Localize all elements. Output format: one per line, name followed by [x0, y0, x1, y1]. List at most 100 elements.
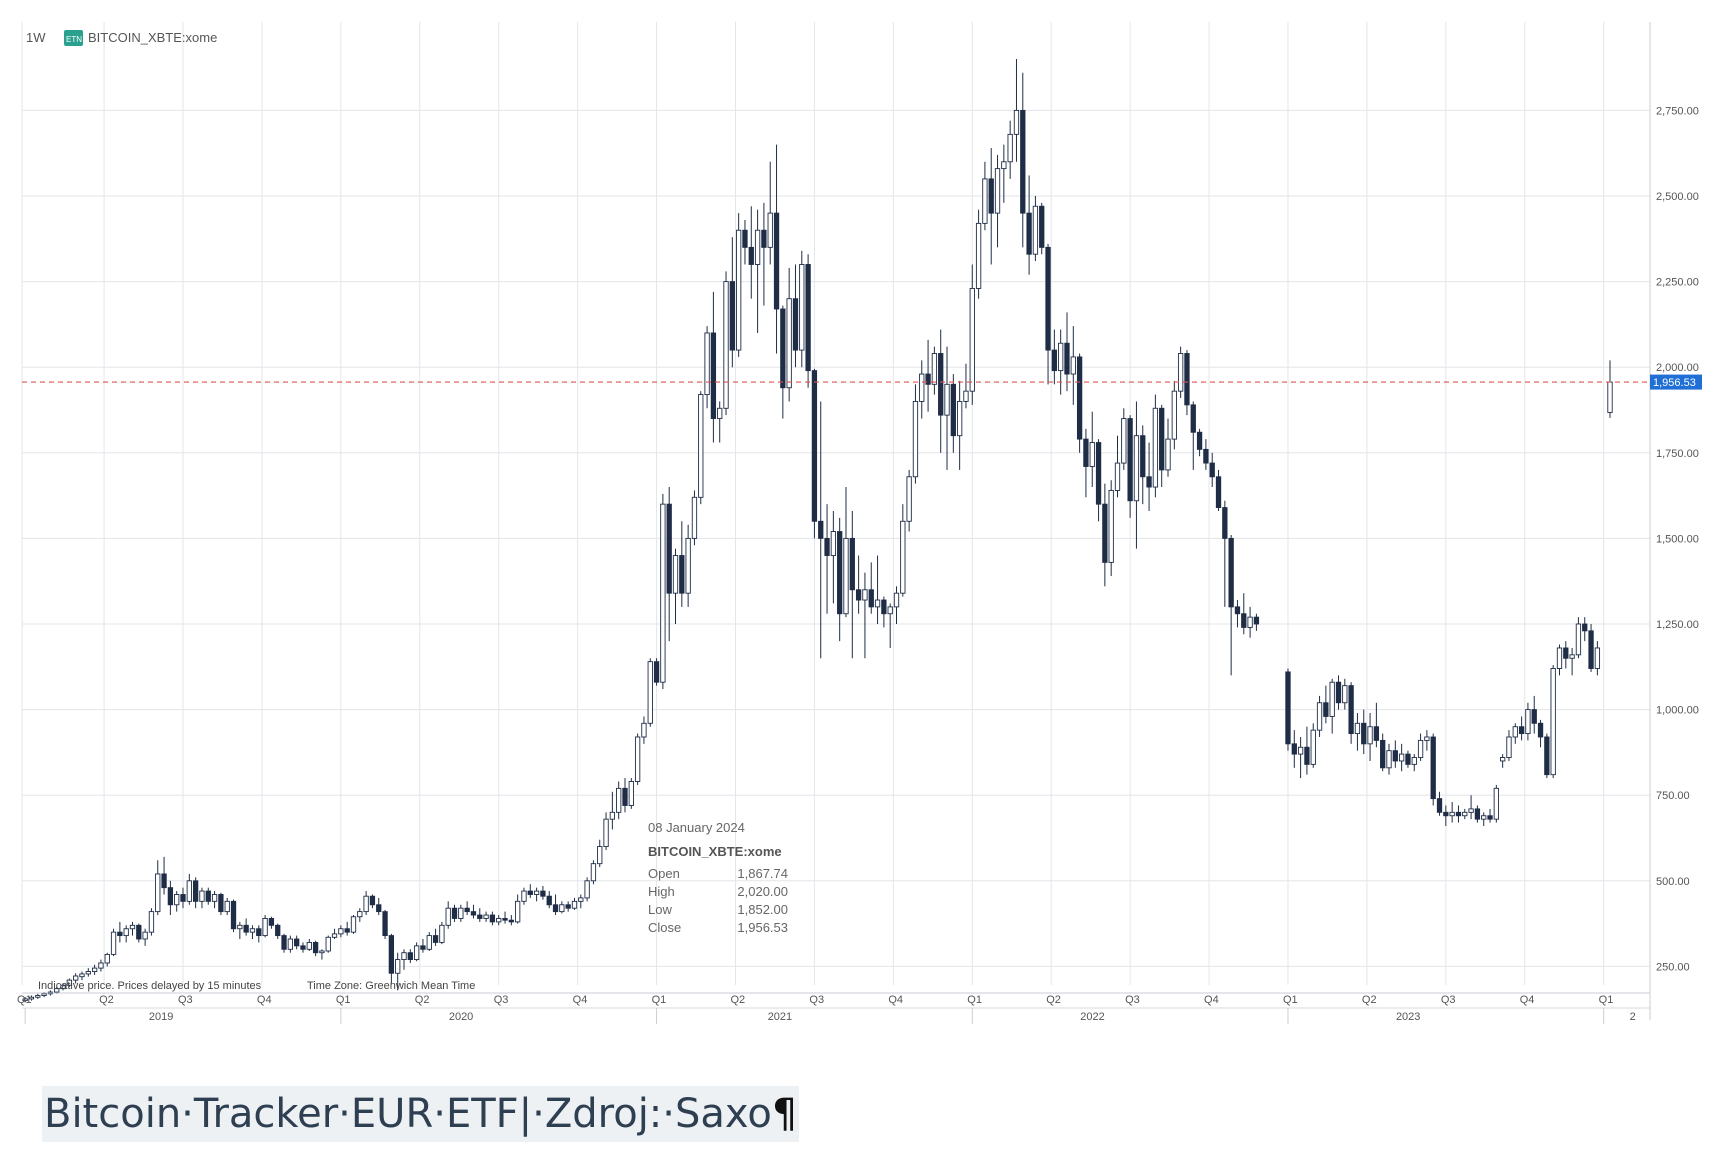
candle[interactable] [578, 894, 584, 909]
candle[interactable] [357, 908, 363, 922]
candle[interactable] [1140, 425, 1146, 505]
candle[interactable] [199, 887, 205, 909]
candle[interactable] [1133, 401, 1140, 549]
candle[interactable] [1563, 641, 1569, 669]
candle[interactable] [729, 237, 735, 368]
candle[interactable] [1436, 791, 1443, 816]
candle[interactable] [148, 908, 155, 936]
candle[interactable] [546, 891, 552, 909]
candle[interactable] [1449, 802, 1455, 823]
candle[interactable] [912, 384, 919, 484]
candle[interactable] [515, 894, 521, 924]
candle[interactable] [123, 925, 129, 943]
candle[interactable] [1241, 593, 1247, 635]
candle[interactable] [205, 887, 211, 905]
candle[interactable] [1588, 624, 1594, 672]
candle[interactable] [931, 346, 938, 395]
candle[interactable] [938, 329, 944, 453]
candle[interactable] [420, 939, 426, 953]
candle[interactable] [1380, 733, 1386, 772]
candle[interactable] [874, 555, 881, 624]
candle[interactable] [1582, 617, 1588, 642]
candle[interactable] [1537, 719, 1544, 748]
candle[interactable] [1045, 243, 1051, 385]
candle[interactable] [1474, 805, 1481, 823]
candle[interactable] [73, 973, 79, 984]
candle[interactable] [287, 935, 293, 953]
candle[interactable] [1247, 606, 1253, 638]
candle[interactable] [1506, 730, 1512, 761]
candle[interactable] [792, 264, 799, 368]
candle[interactable] [224, 897, 230, 916]
candle[interactable] [1070, 326, 1076, 405]
candle[interactable] [230, 899, 237, 933]
candle[interactable] [249, 925, 256, 940]
candle[interactable] [748, 206, 754, 299]
candle[interactable] [1417, 733, 1424, 761]
candle[interactable] [1121, 408, 1127, 470]
candle[interactable] [129, 921, 136, 936]
candle[interactable] [647, 658, 653, 727]
candle[interactable] [824, 504, 830, 614]
candle[interactable] [1398, 743, 1405, 772]
candle[interactable] [1316, 695, 1323, 737]
candle[interactable] [609, 791, 616, 830]
candle[interactable] [35, 993, 41, 999]
candle[interactable] [331, 928, 338, 940]
candle[interactable] [660, 493, 666, 690]
candle[interactable] [1354, 713, 1361, 751]
candle[interactable] [1234, 600, 1241, 628]
candle[interactable] [1493, 784, 1499, 823]
candle[interactable] [1544, 733, 1550, 779]
candle[interactable] [666, 487, 672, 642]
candle[interactable] [597, 839, 603, 868]
candle[interactable] [761, 202, 767, 306]
candle[interactable] [312, 940, 319, 957]
candle[interactable] [294, 935, 300, 950]
candle[interactable] [1089, 411, 1095, 488]
candle[interactable] [85, 968, 91, 977]
candle[interactable] [401, 949, 407, 970]
candle[interactable] [881, 596, 887, 628]
candle[interactable] [1285, 668, 1291, 751]
candle[interactable] [717, 401, 723, 443]
candle[interactable] [1026, 175, 1032, 275]
candle[interactable] [628, 778, 634, 809]
candle[interactable] [527, 884, 533, 898]
candle[interactable] [1159, 404, 1165, 488]
candle[interactable] [742, 219, 748, 265]
candle[interactable] [1569, 647, 1575, 676]
candle[interactable] [685, 524, 691, 607]
candle[interactable] [969, 264, 975, 405]
candle[interactable] [117, 921, 123, 943]
candle[interactable] [1114, 435, 1121, 498]
candle-current-week[interactable] [1607, 360, 1613, 418]
candle[interactable] [142, 928, 148, 946]
candle[interactable] [1430, 733, 1436, 806]
candle[interactable] [906, 469, 912, 532]
candle[interactable] [698, 391, 704, 505]
candle[interactable] [919, 360, 925, 419]
candle[interactable] [458, 904, 464, 922]
candle[interactable] [653, 658, 660, 686]
candle[interactable] [180, 887, 186, 909]
candle[interactable] [281, 933, 287, 953]
candle[interactable] [988, 148, 994, 265]
candle[interactable] [155, 860, 161, 916]
candle[interactable] [256, 925, 262, 943]
candle[interactable] [1462, 808, 1468, 820]
candle[interactable] [818, 401, 824, 659]
candle[interactable] [1095, 439, 1102, 522]
candle[interactable] [552, 894, 559, 916]
candle[interactable] [275, 923, 281, 940]
interval-label[interactable]: 1W [26, 30, 46, 45]
candle[interactable] [192, 877, 199, 909]
candlestick-chart[interactable]: 250.00 500.00 750.00 1,000.00 1,250.00 1,500.… [0, 0, 1712, 1080]
candle[interactable] [1443, 805, 1449, 827]
candle[interactable] [1076, 353, 1083, 453]
candle[interactable] [1152, 394, 1159, 498]
candle[interactable] [1342, 678, 1348, 710]
candle[interactable] [950, 374, 956, 453]
candle[interactable] [1051, 329, 1058, 385]
candle[interactable] [1424, 730, 1430, 751]
